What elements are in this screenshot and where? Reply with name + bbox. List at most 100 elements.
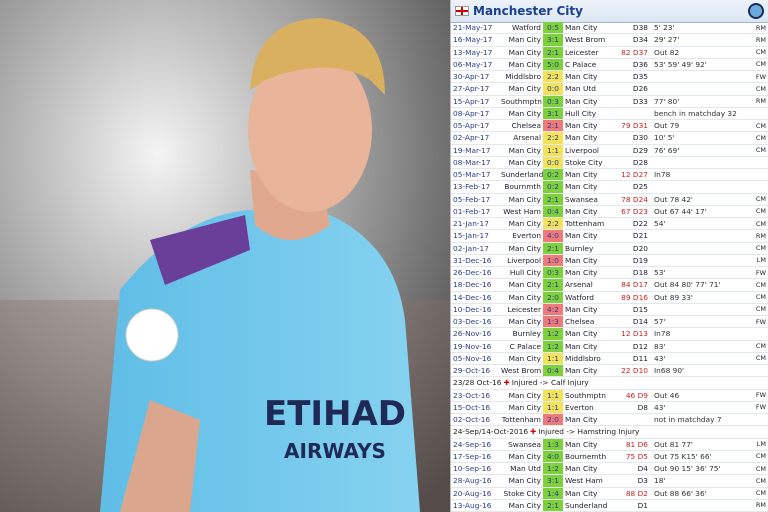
date: 03-Dec-16 xyxy=(453,317,492,327)
date: 19-Nov-16 xyxy=(453,341,492,351)
matchday: D20 xyxy=(632,243,648,253)
home-team: Man City xyxy=(508,476,541,486)
home-team: West Ham xyxy=(503,206,541,216)
score: 1:2 xyxy=(543,463,563,475)
away-team: Hull City xyxy=(565,108,597,118)
position: CM xyxy=(755,219,766,228)
away-team: Man City xyxy=(565,231,598,241)
match-notes: In78 xyxy=(654,329,671,339)
match-notes: Out 79 xyxy=(654,121,680,131)
score: 1:2 xyxy=(543,328,563,340)
position: FW xyxy=(755,403,766,412)
away-team: Chelsea xyxy=(565,317,595,327)
matchday: D28 xyxy=(632,157,648,167)
position: RM xyxy=(755,23,766,32)
matchday: D3 xyxy=(637,476,648,486)
home-team: Stoke City xyxy=(503,488,541,498)
away-team: Man City xyxy=(565,121,598,131)
match-notes: Out 75 K15' 66' xyxy=(654,451,712,461)
home-team: Sunderland xyxy=(501,170,543,180)
matchday: 78 D24 xyxy=(621,194,648,204)
date: 26-Nov-16 xyxy=(453,329,492,339)
match-notes: Out 67 44' 17' xyxy=(654,206,707,216)
match-notes: 77' 80' xyxy=(654,96,680,106)
date: 10-Dec-16 xyxy=(453,304,492,314)
date: 24-Sep/14-Oct-2016 xyxy=(453,427,529,437)
shoulder-stripe xyxy=(150,215,250,285)
date: 05-Mar-17 xyxy=(453,170,491,180)
score: 1:4 xyxy=(543,487,563,499)
score: 4:2 xyxy=(543,303,563,315)
position: CM xyxy=(755,452,766,461)
score: 2:1 xyxy=(543,242,563,254)
score: 0:0 xyxy=(543,83,563,95)
score: 0:4 xyxy=(543,205,563,217)
away-team: West Brom xyxy=(565,35,606,45)
away-team: Bournemth xyxy=(565,451,607,461)
match-row: 21-May-17 Watford 0:5 Man City D38 5' 23' RM xyxy=(451,22,768,35)
matchday: D1 xyxy=(637,500,648,510)
date: 23-Oct-16 xyxy=(453,390,491,400)
sponsor-text: ETIHAD xyxy=(264,394,406,434)
matchday: 79 D31 xyxy=(621,121,648,131)
matchday: D4 xyxy=(637,464,648,474)
match-row: 05-Feb-17 Man City 2:1 Swansea 78 D24 Out 78 … xyxy=(451,193,768,206)
matchday: 84 D17 xyxy=(621,280,648,290)
score: 2:2 xyxy=(543,132,563,144)
match-row: 13-Feb-17 Bournmth 0:2 Man City D25 xyxy=(451,181,768,194)
home-team: Leicester xyxy=(507,304,541,314)
score: 5:0 xyxy=(543,58,563,70)
matchday: 81 D6 xyxy=(625,439,648,449)
away-team: Southmptn xyxy=(565,390,606,400)
home-team: Bournmth xyxy=(504,182,541,192)
matchday: D38 xyxy=(632,23,648,33)
date: 02-Apr-17 xyxy=(453,133,490,143)
home-team: Man Utd xyxy=(510,464,541,474)
club-badge xyxy=(748,3,764,19)
away-team: Man City xyxy=(565,329,598,339)
away-team: Watford xyxy=(565,292,594,302)
position: CM xyxy=(755,293,766,302)
home-team: Man City xyxy=(508,317,541,327)
date: 28-Aug-16 xyxy=(453,476,492,486)
away-team: Man City xyxy=(565,170,598,180)
match-list: 21-May-17 Watford 0:5 Man City D38 5' 23' RM 16… xyxy=(451,22,768,512)
match-notes: 83' xyxy=(654,341,666,351)
match-notes: 53' 59' 49' 92' xyxy=(654,59,707,69)
date: 29-Oct-16 xyxy=(453,366,491,376)
away-team: C Palace xyxy=(565,59,597,69)
match-row: 02-Jan-17 Man City 2:1 Burnley D20 CM xyxy=(451,242,768,255)
match-row: 29-Oct-16 West Brom 0:4 Man City 22 D10 In68 … xyxy=(451,365,768,378)
match-notes: 18' xyxy=(654,476,666,486)
matchday: D36 xyxy=(632,59,648,69)
match-row: 31-Dec-16 Liverpool 1:0 Man City D19 LM xyxy=(451,254,768,267)
away-team: Man City xyxy=(565,439,598,449)
score: 1:1 xyxy=(543,352,563,364)
away-team: Man City xyxy=(565,96,598,106)
match-notes: In78 xyxy=(654,170,671,180)
score: 2:2 xyxy=(543,218,563,230)
injury-icon: ✚ xyxy=(503,378,510,388)
match-notes: Out 89 33' xyxy=(654,292,693,302)
match-row: 10-Dec-16 Leicester 4:2 Man City D15 CM xyxy=(451,303,768,316)
sleeve-badge xyxy=(125,308,179,362)
score: 0:4 xyxy=(543,365,563,377)
matchday: D34 xyxy=(632,35,648,45)
date: 16-May-17 xyxy=(453,35,493,45)
matchday: 46 D9 xyxy=(625,390,648,400)
match-row: 10-Sep-16 Man Utd 1:2 Man City D4 Out 90 15' … xyxy=(451,463,768,476)
score: 1:3 xyxy=(543,438,563,450)
match-notes: 53' xyxy=(654,268,666,278)
away-team: Man City xyxy=(565,255,598,265)
date: 31-Dec-16 xyxy=(453,255,492,265)
home-team: Man City xyxy=(508,500,541,510)
score: 3:1 xyxy=(543,107,563,119)
matchday: D18 xyxy=(632,268,648,278)
score: 1:3 xyxy=(543,316,563,328)
date: 15-Oct-16 xyxy=(453,402,491,412)
score: 2:2 xyxy=(543,71,563,83)
score: 2:1 xyxy=(543,499,563,511)
match-row: 17-Sep-16 Man City 4:0 Bournemth 75 D5 Out 75… xyxy=(451,450,768,463)
player-photo: ETIHAD AIRWAYS xyxy=(0,0,450,512)
away-team: Man City xyxy=(565,304,598,314)
